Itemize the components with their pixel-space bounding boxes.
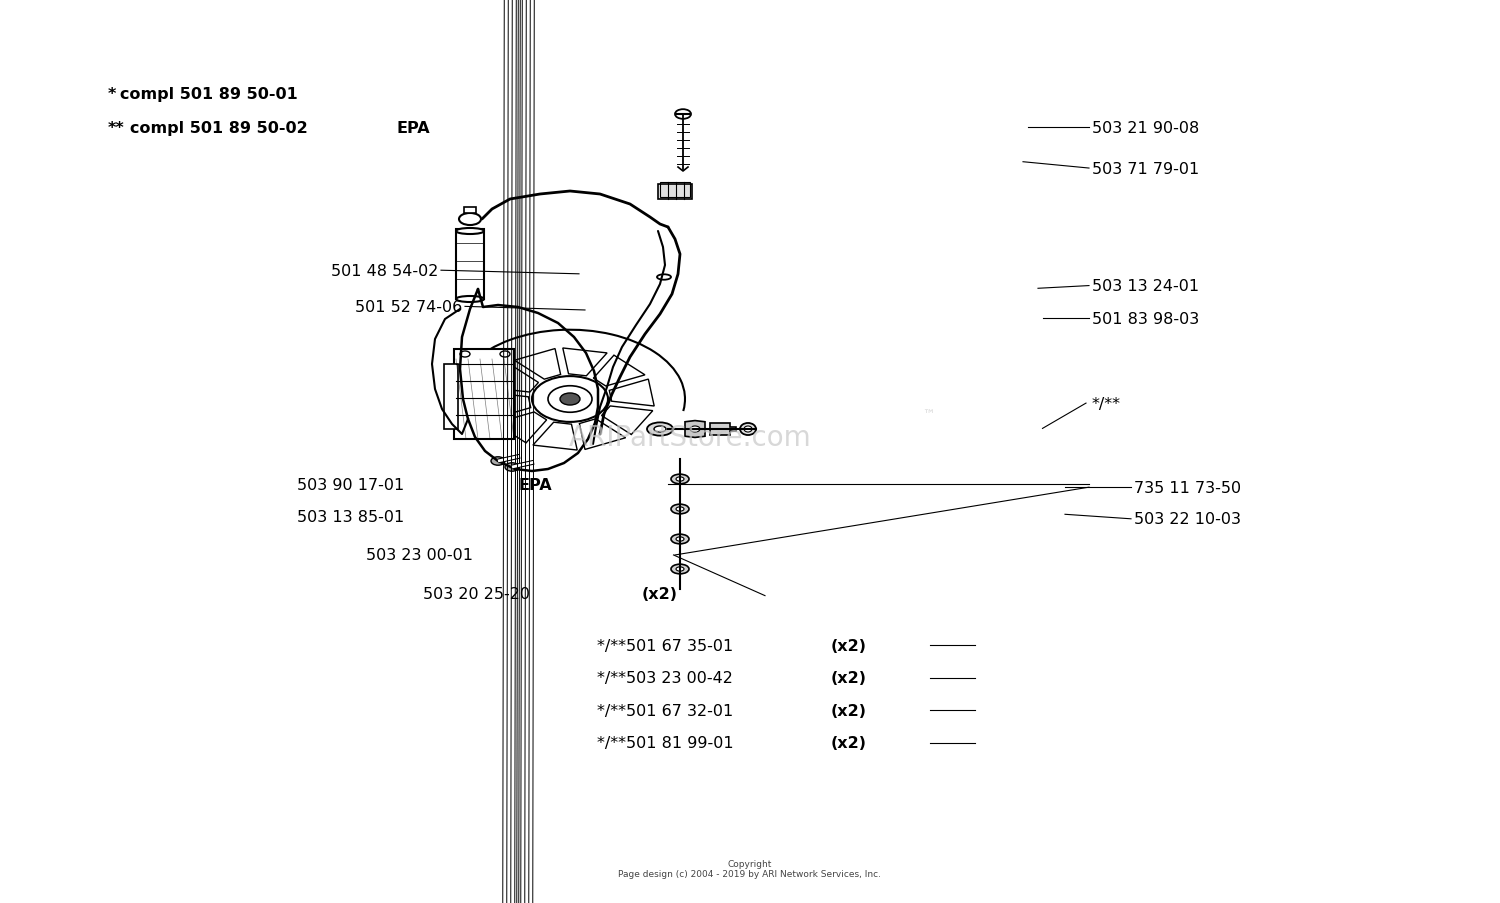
Ellipse shape <box>676 507 684 511</box>
Text: 503 90 17-01: 503 90 17-01 <box>297 478 410 492</box>
Bar <box>658 185 692 200</box>
Text: 503 13 24-01: 503 13 24-01 <box>1092 279 1198 293</box>
Text: 503 13 85-01: 503 13 85-01 <box>297 510 405 525</box>
Text: 503 71 79-01: 503 71 79-01 <box>1092 162 1200 176</box>
Text: EPA: EPA <box>396 121 429 135</box>
Ellipse shape <box>459 214 482 226</box>
Polygon shape <box>686 421 705 438</box>
Text: 503 21 90-08: 503 21 90-08 <box>1092 121 1200 135</box>
Bar <box>464 208 476 214</box>
Ellipse shape <box>670 475 688 484</box>
Text: **: ** <box>108 121 124 135</box>
Text: compl 501 89 50-02: compl 501 89 50-02 <box>130 121 314 135</box>
Text: */**501 81 99-01: */**501 81 99-01 <box>597 736 738 750</box>
Text: Copyright
Page design (c) 2004 - 2019 by ARI Network Services, Inc.: Copyright Page design (c) 2004 - 2019 by… <box>618 859 882 879</box>
Ellipse shape <box>670 564 688 574</box>
Text: */**501 67 35-01: */**501 67 35-01 <box>597 638 738 653</box>
Text: ™: ™ <box>922 409 934 422</box>
Ellipse shape <box>744 426 752 433</box>
Circle shape <box>560 394 580 405</box>
Text: 503 23 00-01: 503 23 00-01 <box>366 548 472 563</box>
Bar <box>444 365 458 430</box>
Text: (x2): (x2) <box>831 671 867 685</box>
Ellipse shape <box>456 297 484 303</box>
Text: 501 48 54-02: 501 48 54-02 <box>330 264 438 278</box>
Text: 503 20 25-20: 503 20 25-20 <box>423 587 536 601</box>
Circle shape <box>690 426 700 433</box>
Circle shape <box>500 351 510 358</box>
Circle shape <box>490 457 506 466</box>
Text: 503 22 10-03: 503 22 10-03 <box>1134 512 1240 526</box>
Ellipse shape <box>676 567 684 572</box>
Ellipse shape <box>670 535 688 545</box>
Bar <box>660 182 690 198</box>
Bar <box>454 349 514 440</box>
Text: compl 501 89 50-01: compl 501 89 50-01 <box>120 88 297 102</box>
Bar <box>456 229 484 300</box>
Circle shape <box>532 377 608 423</box>
Ellipse shape <box>654 426 666 433</box>
Ellipse shape <box>676 537 684 542</box>
Text: (x2): (x2) <box>642 587 678 601</box>
Ellipse shape <box>740 424 756 435</box>
Polygon shape <box>710 424 736 435</box>
Ellipse shape <box>657 275 670 281</box>
Text: */**501 67 32-01: */**501 67 32-01 <box>597 703 738 718</box>
Text: 735 11 73-50: 735 11 73-50 <box>1134 480 1240 495</box>
Text: */**503 23 00-42: */**503 23 00-42 <box>597 671 738 685</box>
Text: ARIPartStore.com: ARIPartStore.com <box>568 424 812 452</box>
Ellipse shape <box>646 423 674 436</box>
Ellipse shape <box>456 228 484 235</box>
Circle shape <box>548 386 592 413</box>
Ellipse shape <box>670 505 688 514</box>
Text: (x2): (x2) <box>831 736 867 750</box>
Text: EPA: EPA <box>519 478 552 492</box>
Text: 501 83 98-03: 501 83 98-03 <box>1092 312 1200 326</box>
Ellipse shape <box>676 478 684 481</box>
Circle shape <box>506 463 519 471</box>
Text: */**: */** <box>1092 396 1120 411</box>
Text: *: * <box>108 88 117 102</box>
Text: (x2): (x2) <box>831 703 867 718</box>
Text: (x2): (x2) <box>831 638 867 653</box>
Text: 501 52 74-06: 501 52 74-06 <box>354 300 462 314</box>
Circle shape <box>460 351 470 358</box>
